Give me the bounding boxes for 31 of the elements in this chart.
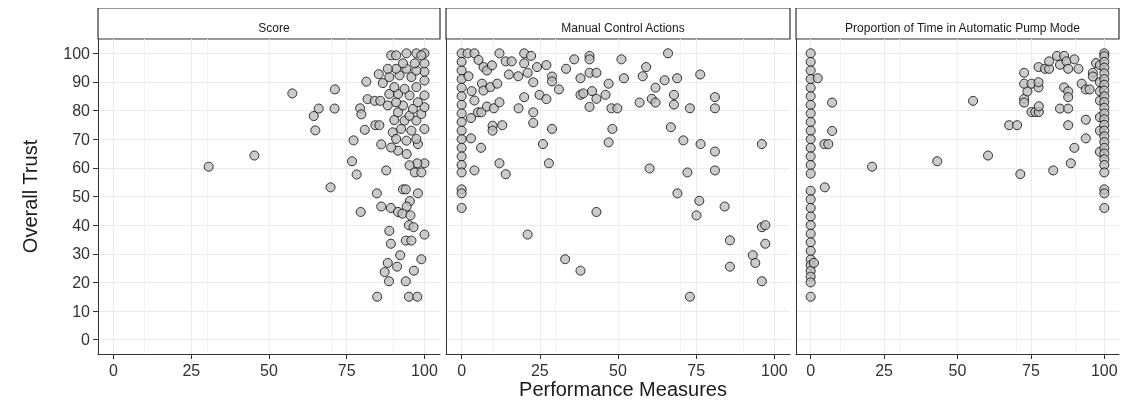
x-tick-label: 100 [411,361,438,379]
x-axis-title: Performance Measures [519,378,727,400]
x-tick-label: 0 [457,361,467,379]
y-tick-label: 0 [81,331,91,349]
y-tick-label: 100 [63,44,91,62]
x-tick-label: 50 [260,361,278,379]
x-tick-label: 25 [875,361,894,379]
x-tick-label: 50 [948,361,967,379]
x-tick-label: 100 [1090,361,1118,379]
y-tick-label: 40 [72,216,91,234]
x-tick-label: 75 [1022,361,1040,379]
y-tick-label: 90 [72,73,91,91]
chart-title: Score [258,21,290,35]
y-tick-label: 70 [72,130,91,148]
x-tick-label: 100 [761,361,788,379]
x-tick-label: 0 [806,361,816,379]
x-tick-label: 25 [182,361,201,379]
chart-title: Manual Control Actions [561,21,685,35]
x-tick-label: 25 [530,361,549,379]
x-tick-label: 0 [109,361,119,379]
y-tick-label: 20 [72,273,91,291]
x-tick-label: 75 [337,361,356,379]
y-tick-label: 60 [72,159,91,177]
chart-title: Proportion of Time in Automatic Pump Mode [845,21,1081,35]
y-axis-title: Overall Trust [19,139,41,254]
y-tick-label: 80 [72,102,91,120]
x-tick-label: 75 [687,361,706,379]
y-tick-label: 50 [72,188,91,205]
x-tick-label: 50 [609,361,627,379]
y-tick-label: 30 [72,245,91,263]
y-tick-label: 10 [72,302,91,320]
